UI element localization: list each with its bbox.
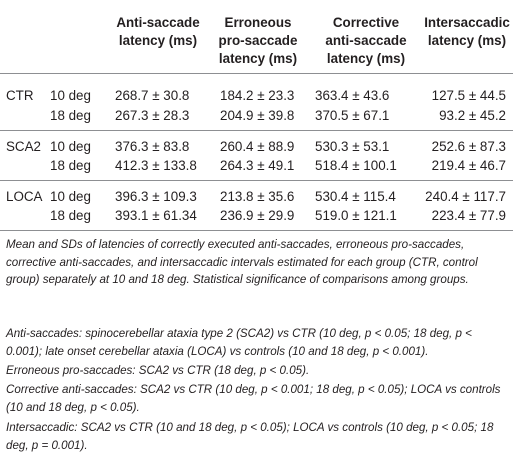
table-bottom-rule (0, 230, 513, 231)
group-name-loca: LOCA (6, 189, 43, 204)
cell-corrective: 363.4 ± 43.6 (315, 88, 390, 103)
cell-intersaccadic: 93.2 ± 45.2 (439, 108, 506, 123)
cell-anti-saccade: 396.3 ± 109.3 (115, 189, 197, 204)
cell-anti-saccade: 412.3 ± 133.8 (115, 158, 197, 173)
row-deg: 10 deg (50, 189, 91, 204)
footnote-summary: Mean and SDs of latencies of correctly e… (6, 238, 478, 287)
cell-corrective: 530.3 ± 53.1 (315, 139, 390, 154)
cell-erroneous: 204.9 ± 39.8 (220, 108, 295, 123)
footnote-intersaccadic: Intersaccadic: SCA2 vs CTR (10 and 18 de… (6, 421, 494, 452)
header-intersaccadic-latency: Intersaccadic latency (ms) (424, 15, 510, 48)
group-name-ctr: CTR (6, 88, 34, 103)
cell-intersaccadic: 223.4 ± 77.9 (431, 208, 506, 223)
table-header-background (0, 0, 513, 72)
cell-anti-saccade: 393.1 ± 61.34 (115, 208, 197, 223)
cell-intersaccadic: 240.4 ± 117.7 (425, 189, 506, 204)
row-deg: 10 deg (50, 88, 91, 103)
cell-corrective: 518.4 ± 100.1 (315, 158, 397, 173)
cell-anti-saccade: 267.3 ± 28.3 (115, 108, 190, 123)
cell-corrective: 530.4 ± 115.4 (315, 189, 396, 204)
header-rule (0, 73, 513, 74)
cell-anti-saccade: 268.7 ± 30.8 (115, 88, 190, 103)
footnote-corrective-anti-saccades: Corrective anti-saccades: SCA2 vs CTR (1… (6, 383, 501, 414)
cell-erroneous: 236.9 ± 29.9 (220, 208, 295, 223)
group-name-sca2: SCA2 (6, 139, 41, 154)
group-divider (0, 130, 513, 131)
row-deg: 18 deg (50, 208, 91, 223)
cell-erroneous: 264.3 ± 49.1 (220, 158, 295, 173)
cell-erroneous: 260.4 ± 88.9 (220, 139, 295, 154)
header-anti-saccade-latency: Anti-saccade latency (ms) (116, 15, 200, 48)
cell-corrective: 519.0 ± 121.1 (315, 208, 397, 223)
row-deg: 18 deg (50, 158, 91, 173)
cell-corrective: 370.5 ± 67.1 (315, 108, 390, 123)
footnote-erroneous-pro-saccades: Erroneous pro-saccades: SCA2 vs CTR (18 … (6, 364, 310, 377)
row-deg: 18 deg (50, 108, 91, 123)
header-corrective-anti-saccade-latency: Corrective anti-saccade latency (ms) (325, 15, 407, 66)
cell-intersaccadic: 127.5 ± 44.5 (431, 88, 506, 103)
cell-intersaccadic: 252.6 ± 87.3 (431, 139, 506, 154)
cell-intersaccadic: 219.4 ± 46.7 (431, 158, 506, 173)
cell-erroneous: 184.2 ± 23.3 (220, 88, 295, 103)
cell-anti-saccade: 376.3 ± 83.8 (115, 139, 190, 154)
row-deg: 10 deg (50, 139, 91, 154)
footnote-anti-saccades: Anti-saccades: spinocerebellar ataxia ty… (6, 327, 472, 358)
group-divider (0, 180, 513, 181)
header-erroneous-pro-saccade-latency: Erroneous pro-saccade latency (ms) (218, 15, 298, 66)
cell-erroneous: 213.8 ± 35.6 (220, 189, 295, 204)
